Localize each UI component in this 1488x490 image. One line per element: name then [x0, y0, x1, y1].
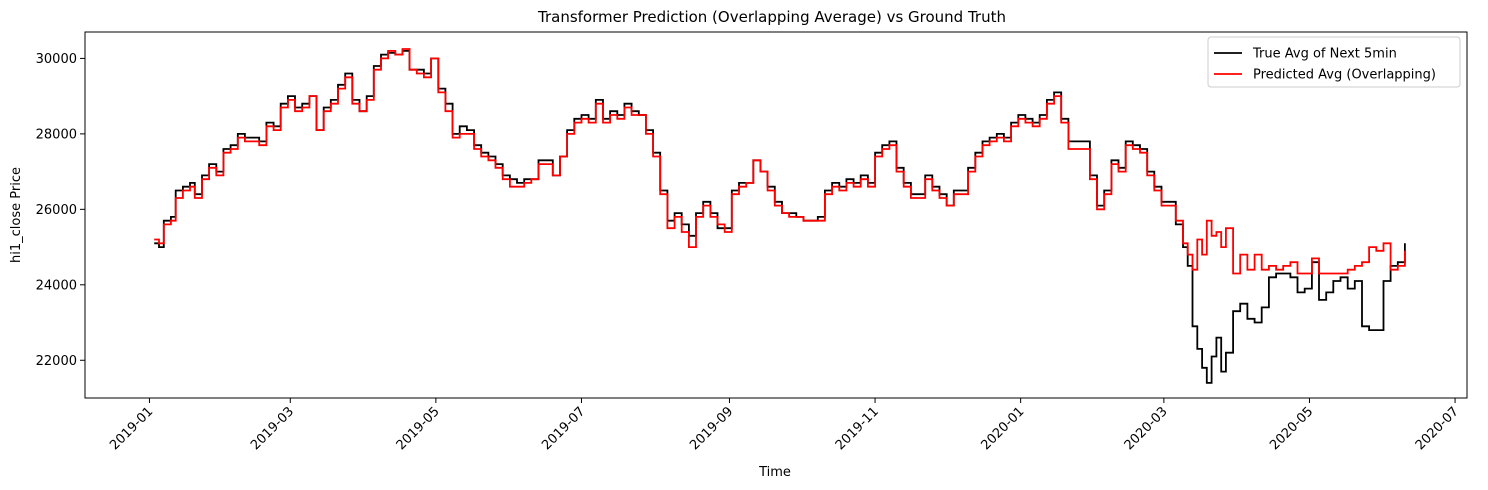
y-tick-label: 22000 — [36, 354, 77, 369]
y-tick-label: 30000 — [36, 52, 77, 67]
y-tick-label: 24000 — [36, 278, 77, 293]
y-axis: 22000 24000 26000 28000 30000 — [36, 52, 85, 369]
chart-title: Transformer Prediction (Overlapping Aver… — [537, 8, 1006, 26]
y-axis-label: hi1_close Price — [9, 167, 24, 263]
plot-frame — [84, 31, 1468, 399]
y-tick-label: 28000 — [36, 127, 77, 142]
x-axis-label: Time — [758, 465, 791, 480]
legend: True Avg of Next 5min Predicted Avg (Over… — [1207, 36, 1461, 88]
plot-area — [154, 48, 1406, 384]
legend-label: Predicted Avg (Overlapping) — [1253, 68, 1436, 83]
legend-label: True Avg of Next 5min — [1252, 47, 1397, 62]
y-tick-label: 26000 — [36, 203, 77, 218]
legend-box — [1207, 36, 1461, 88]
series-line-2 — [154, 48, 1406, 275]
